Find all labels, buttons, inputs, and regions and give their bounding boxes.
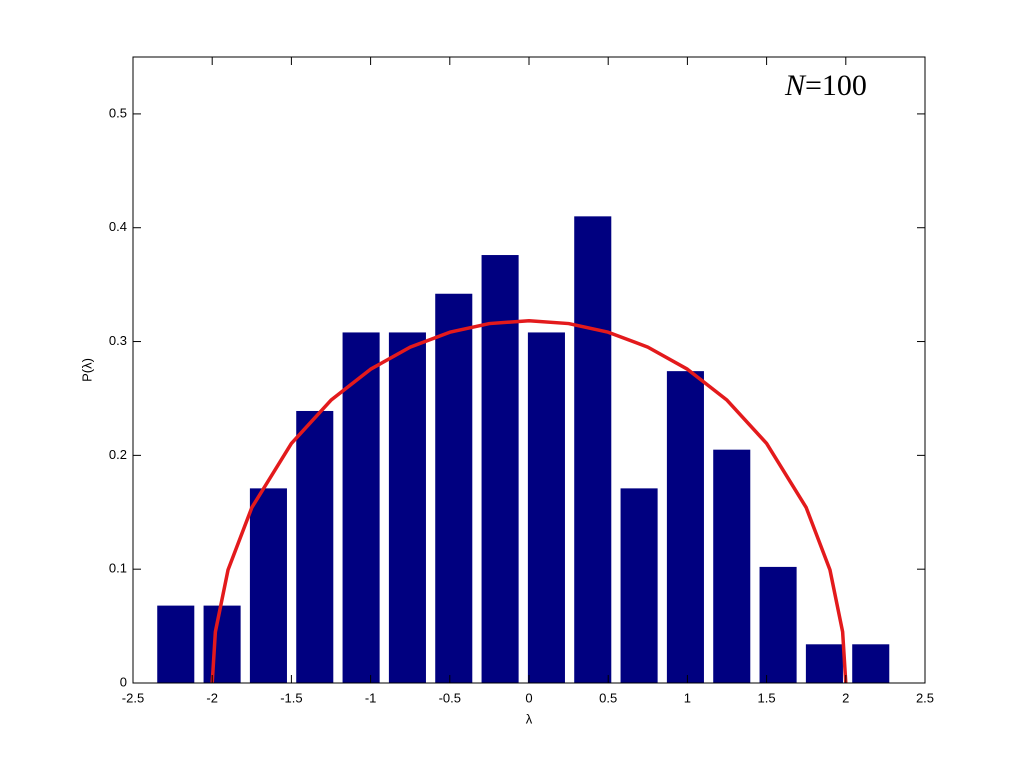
x-tick-label: -2.5	[122, 690, 144, 705]
bar	[527, 332, 565, 683]
bar	[481, 255, 519, 683]
y-tick-label: 0	[120, 674, 127, 689]
bar	[805, 644, 843, 683]
curve	[210, 318, 848, 684]
x-tick-label: -1	[365, 690, 377, 705]
x-tick-label: 0.5	[599, 690, 617, 705]
x-tick-label: 0	[525, 690, 532, 705]
bar	[666, 371, 704, 683]
bar	[435, 293, 473, 683]
bar	[249, 488, 287, 683]
x-tick-label: -0.5	[439, 690, 461, 705]
y-tick-label: 0.3	[109, 333, 127, 348]
x-tick-label: -2	[206, 690, 218, 705]
bar	[759, 566, 797, 683]
x-tick-label: 2	[842, 690, 849, 705]
bar	[388, 332, 426, 683]
bar	[852, 644, 890, 683]
bar	[620, 488, 658, 683]
bar	[713, 449, 751, 683]
bar	[157, 605, 195, 683]
bar	[203, 605, 241, 683]
x-tick-label: 2.5	[916, 690, 934, 705]
x-axis-label: λ	[526, 711, 533, 726]
x-tick-label: 1	[684, 690, 691, 705]
bar	[574, 216, 612, 683]
bar	[342, 332, 380, 683]
y-tick-label: 0.5	[109, 105, 127, 120]
annotation: N=100	[784, 69, 867, 102]
annotation-text: =100	[805, 69, 867, 102]
y-axis-label: P(λ)	[79, 358, 94, 382]
annotation-variable: N	[784, 69, 807, 102]
y-tick-label: 0.1	[109, 561, 127, 576]
y-tick-label: 0.4	[109, 219, 127, 234]
y-tick-label: 0.2	[109, 447, 127, 462]
x-tick-label: -1.5	[280, 690, 302, 705]
bar	[296, 410, 334, 683]
x-tick-label: 1.5	[758, 690, 776, 705]
